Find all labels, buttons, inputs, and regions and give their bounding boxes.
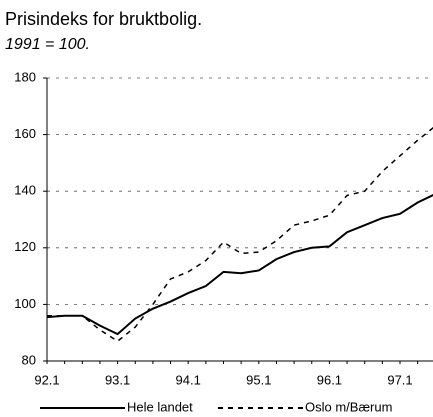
x-tick-label: 95.1: [246, 372, 271, 387]
x-tick-label: 93.1: [105, 372, 130, 387]
legend-label: Hele landet: [127, 399, 193, 414]
series-line: [46, 194, 433, 336]
y-tick-label: 80: [22, 352, 36, 367]
y-tick-label: 160: [14, 126, 36, 141]
y-tick-label: 100: [14, 296, 36, 311]
legend-label: Oslo m/Bærum: [305, 399, 392, 414]
y-tick-label: 140: [14, 183, 36, 198]
series-line: [47, 126, 433, 343]
x-tick-label: 94.1: [176, 372, 201, 387]
x-tick-label: 96.1: [317, 372, 342, 387]
y-tick-label: 120: [14, 239, 36, 254]
y-tick-label: 180: [14, 69, 36, 84]
x-tick-label: 92.1: [34, 372, 59, 387]
chart-title: Prisindeks for bruktbolig.: [5, 9, 202, 29]
x-tick-label: 97.1: [387, 372, 412, 387]
chart-subtitle: 1991 = 100.: [5, 36, 90, 53]
